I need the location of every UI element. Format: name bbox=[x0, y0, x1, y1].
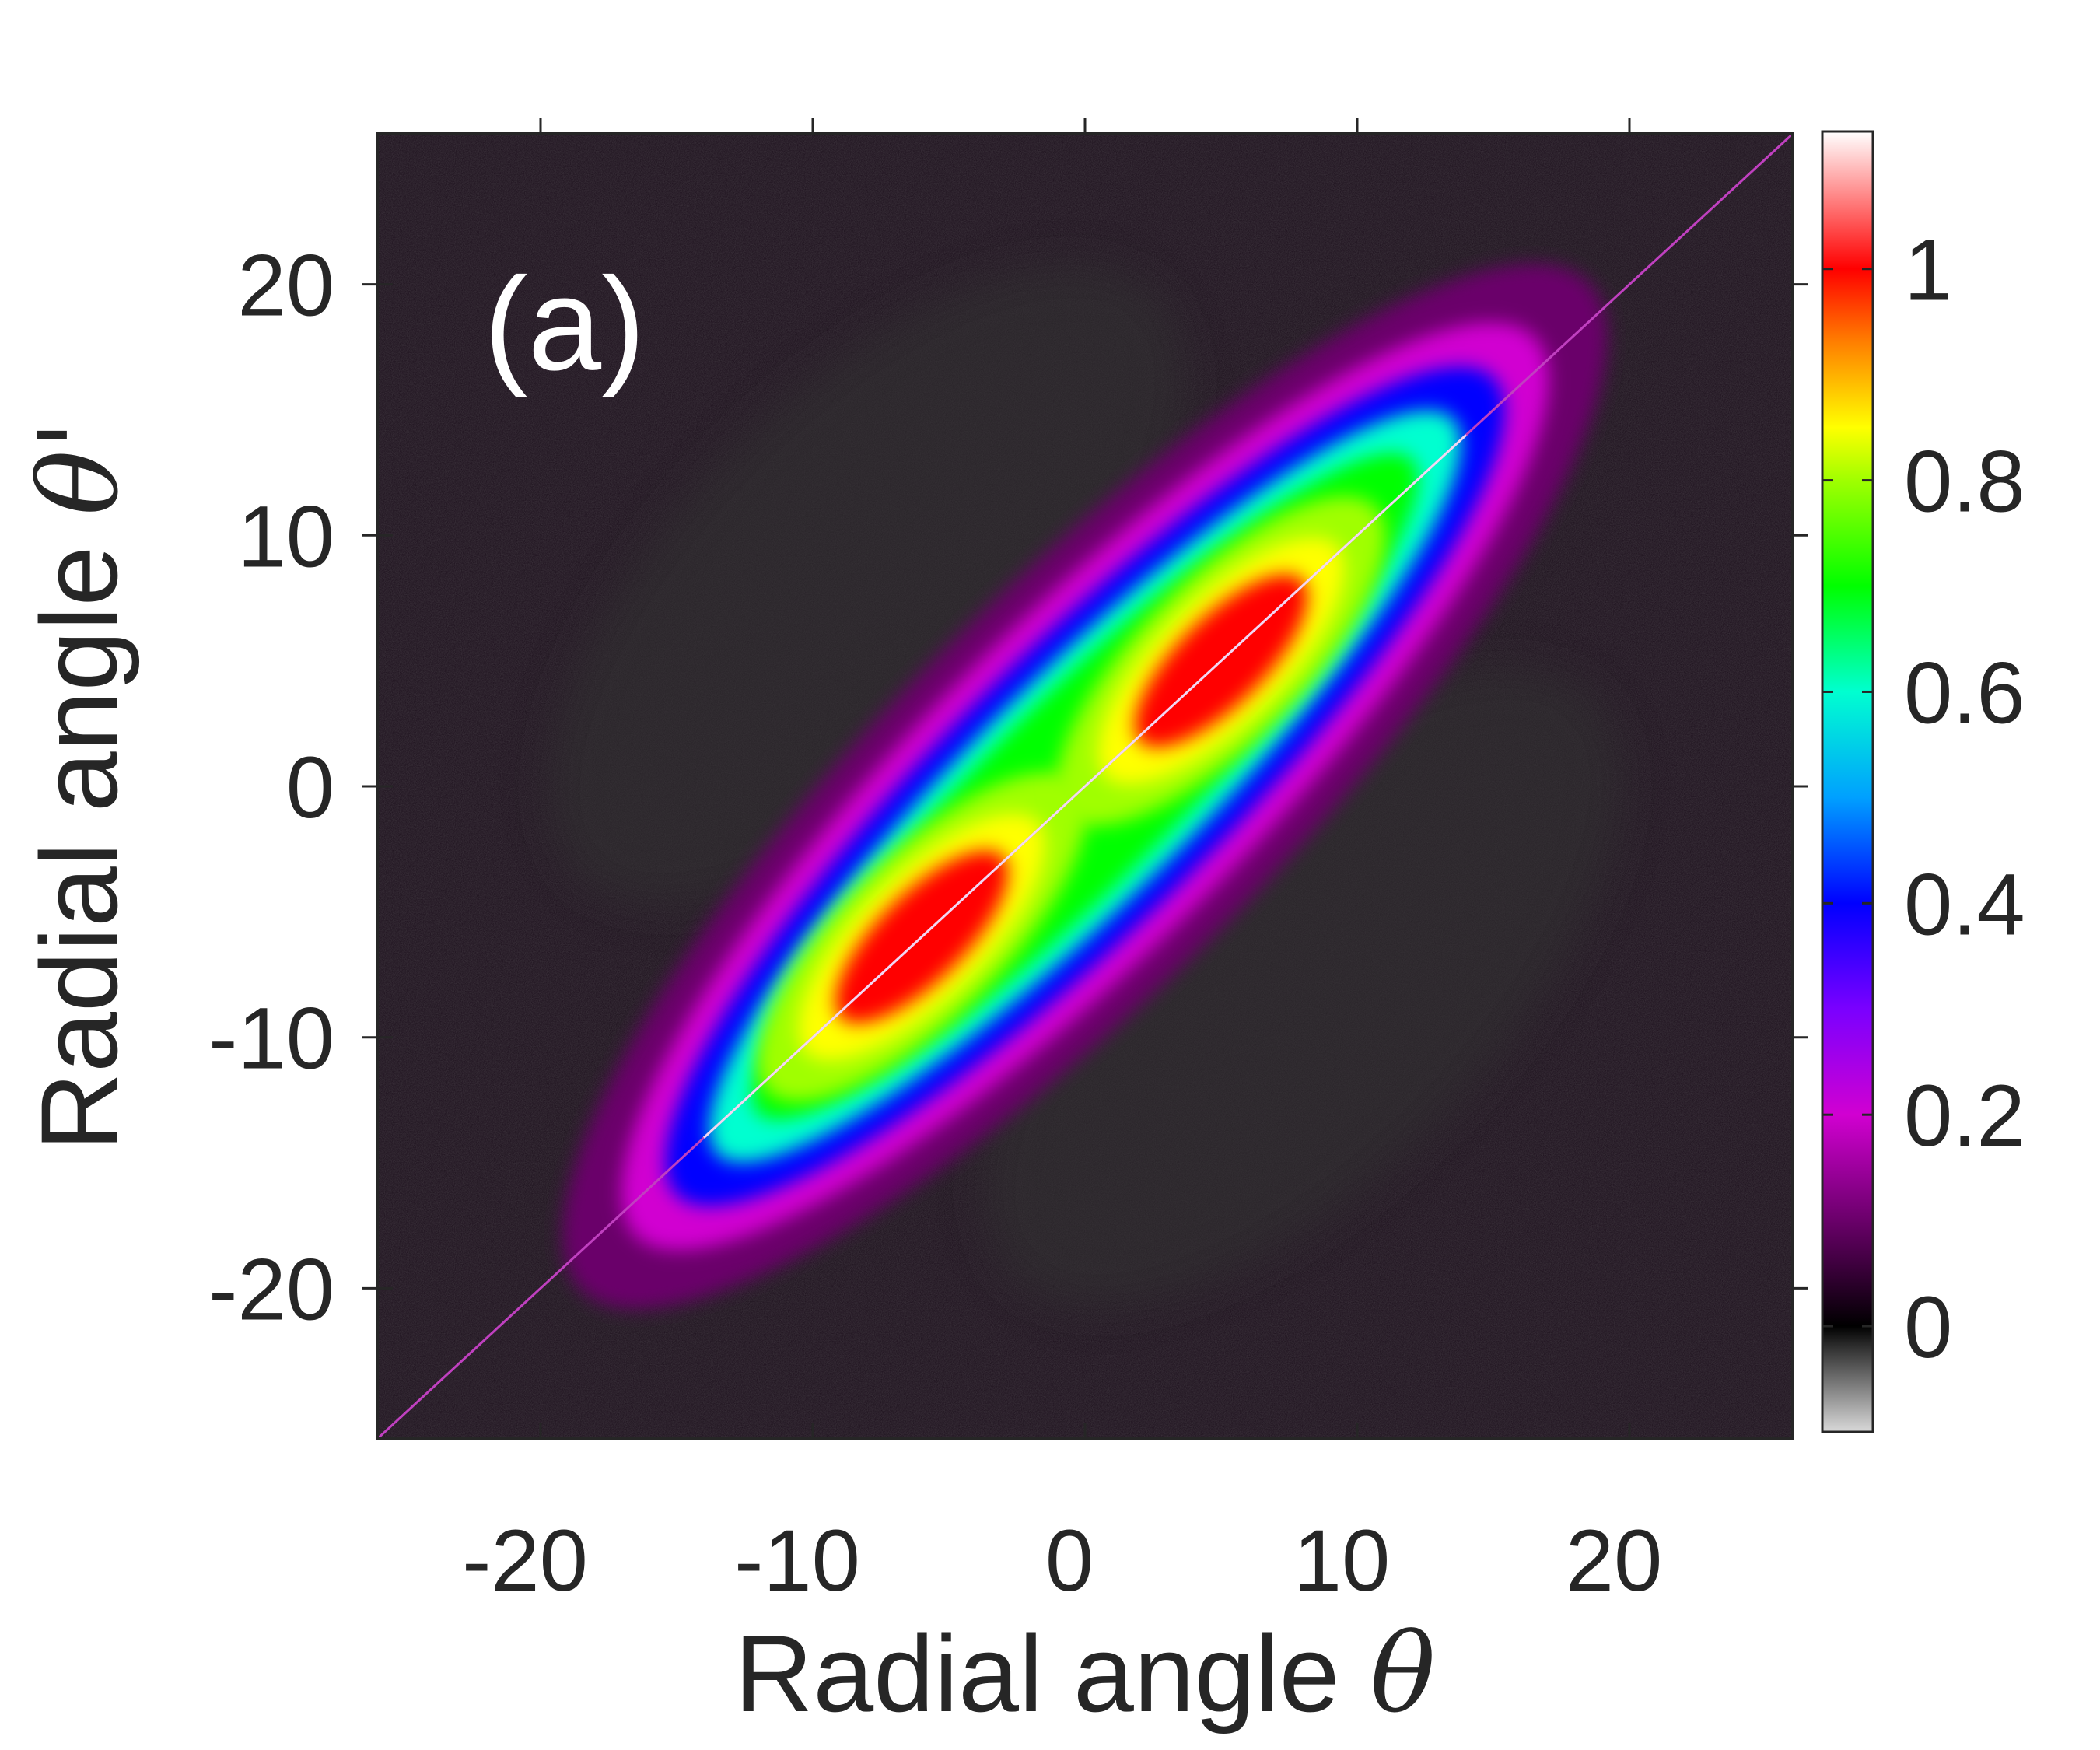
x-axis-ticks: -20 -10 0 10 20 bbox=[462, 118, 1662, 1609]
y-tick-label: 0 bbox=[286, 739, 334, 836]
panel-label: (a) bbox=[484, 250, 646, 398]
y-axis-ticks: -20 -10 0 10 20 bbox=[208, 237, 1808, 1338]
colorbar-tick-label: 0 bbox=[1904, 1279, 1952, 1376]
x-tick-label: 20 bbox=[1566, 1512, 1663, 1609]
halo-upper-left bbox=[548, 267, 1186, 905]
y-tick-label: -10 bbox=[208, 990, 334, 1087]
y-tick-label: 20 bbox=[237, 237, 334, 334]
diagonal-peak-line bbox=[702, 434, 1468, 1139]
halo-lower-right bbox=[984, 668, 1622, 1306]
heatmap-layer bbox=[377, 134, 1793, 1439]
x-axis-label: Radial angle θ bbox=[734, 1611, 1436, 1738]
x-tick-label: 10 bbox=[1293, 1512, 1391, 1609]
colorbar-tick-label: 0.2 bbox=[1904, 1067, 2025, 1164]
x-tick-label: -20 bbox=[462, 1512, 588, 1609]
y-axis-label: Radial angle θ' bbox=[16, 420, 143, 1151]
y-tick-label: -20 bbox=[208, 1241, 334, 1338]
x-tick-label: 0 bbox=[1045, 1512, 1094, 1609]
colorbar-tick-label: 0.4 bbox=[1904, 856, 2025, 953]
colorbar-ticks: 0 0.2 0.4 0.6 0.8 1 bbox=[1822, 222, 2025, 1376]
y-tick-label: 10 bbox=[237, 488, 334, 585]
colorbar-tick-label: 1 bbox=[1904, 222, 1952, 319]
x-tick-label: -10 bbox=[734, 1512, 860, 1609]
colorbar bbox=[1821, 130, 1874, 1433]
colorbar-tick-label: 0.8 bbox=[1904, 433, 2025, 530]
colorbar-tick-label: 0.6 bbox=[1904, 644, 2025, 741]
